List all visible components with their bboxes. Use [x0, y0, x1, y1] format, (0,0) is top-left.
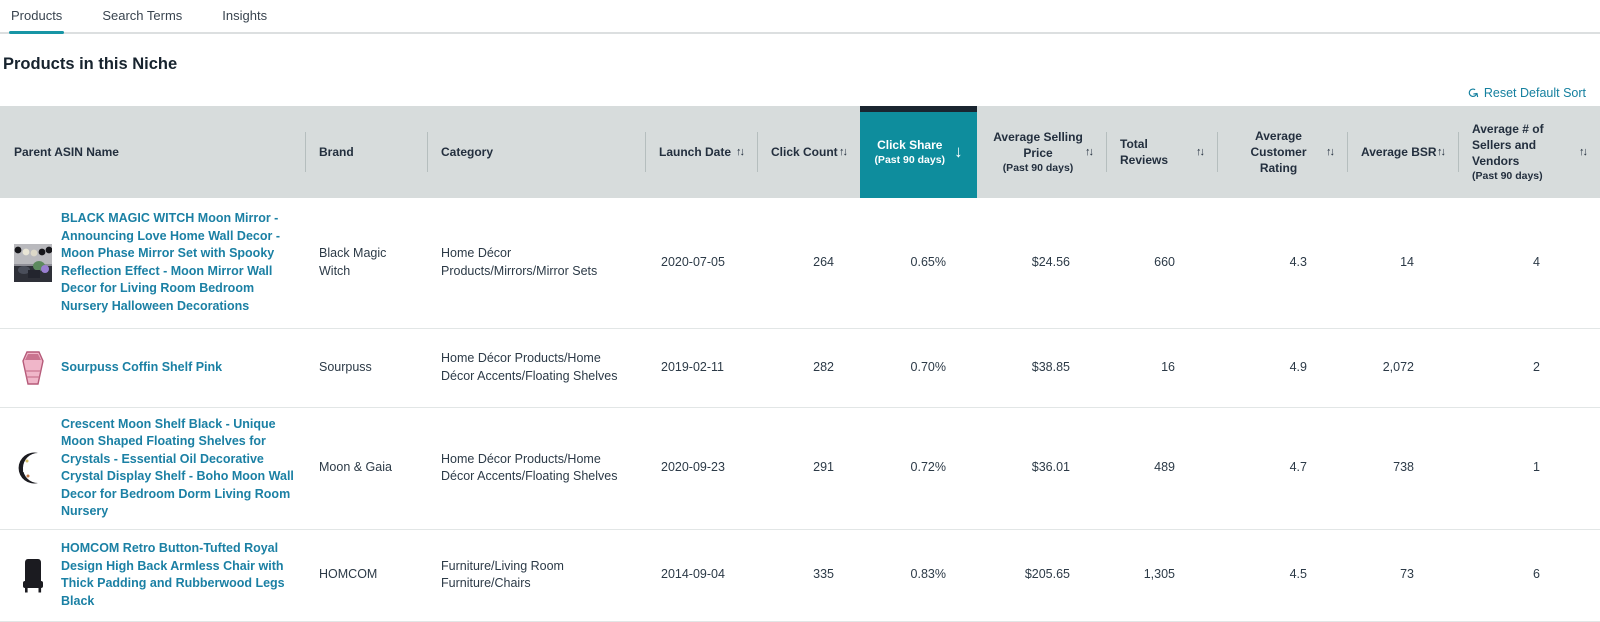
column-header-average-sellers-vendors[interactable]: Average # of Sellers and Vendors (Past 9…: [1458, 106, 1600, 198]
table-toolbar: ↻ Reset Default Sort: [0, 74, 1600, 106]
table-row: Crescent Moon Shelf Black - Unique Moon …: [0, 407, 1600, 529]
brand-cell: Black Magic Witch: [319, 246, 387, 278]
column-header-brand: Brand: [305, 106, 427, 198]
reset-default-sort-label: Reset Default Sort: [1483, 86, 1586, 100]
click-count-cell: 291: [813, 460, 834, 475]
brand-cell: Moon & Gaia: [319, 460, 392, 475]
products-table: Parent ASIN Name Brand Category Launch D…: [0, 106, 1600, 622]
black-crescent-moon-shelf-thumbnail[interactable]: [14, 449, 52, 487]
column-header-average-selling-price[interactable]: Average Selling Price (Past 90 days) ↑↓: [977, 106, 1106, 198]
click-share-cell: 0.65%: [910, 255, 946, 269]
click-count-cell: 282: [813, 359, 834, 374]
avg-customer-rating-cell: 4.9: [1289, 359, 1307, 374]
avg-customer-rating-cell: 4.3: [1289, 255, 1307, 269]
total-reviews-cell: 1,305: [1143, 567, 1175, 582]
category-cell: Home Décor Products/Mirrors/Mirror Sets: [441, 246, 598, 278]
brand-cell: HOMCOM: [319, 567, 378, 582]
column-header-total-reviews[interactable]: Total Reviews ↑↓: [1106, 106, 1217, 198]
total-reviews-cell: 489: [1154, 460, 1175, 475]
moon-phase-garland-photo-thumbnail[interactable]: [14, 243, 52, 282]
launch-date-cell: 2014-09-04: [661, 567, 725, 582]
total-reviews-cell: 16: [1161, 359, 1175, 374]
total-reviews-cell: 660: [1154, 255, 1175, 269]
click-share-cell: 0.70%: [910, 359, 946, 374]
click-count-cell: 335: [813, 567, 834, 582]
sort-icon[interactable]: ↑↓: [1579, 145, 1588, 158]
table-row: Sourpuss Coffin Shelf Pink Sourpuss Home…: [0, 328, 1600, 407]
avg-selling-price-cell: $205.65: [1024, 567, 1070, 582]
column-header-average-bsr[interactable]: Average BSR ↑↓: [1347, 106, 1458, 198]
sort-icon[interactable]: ↑↓: [1437, 145, 1446, 158]
sort-icon[interactable]: ↑↓: [1085, 145, 1094, 158]
avg-bsr-cell: 738: [1393, 460, 1414, 475]
click-share-cell: 0.72%: [910, 460, 946, 475]
tab-products[interactable]: Products: [8, 8, 65, 34]
avg-customer-rating-cell: 4.5: [1289, 567, 1307, 582]
sort-descending-icon[interactable]: ↓: [954, 141, 963, 161]
tab-insights[interactable]: Insights: [222, 8, 268, 23]
column-header-launch-date[interactable]: Launch Date ↑↓: [645, 106, 757, 198]
refresh-icon: ↻: [1464, 85, 1482, 101]
category-cell: Home Décor Products/Home Décor Accents/F…: [441, 351, 618, 383]
launch-date-cell: 2020-09-23: [661, 460, 725, 475]
active-sort-top-bar: [860, 106, 977, 112]
sort-icon[interactable]: ↑↓: [839, 145, 848, 158]
avg-sellers-vendors-cell: 4: [1533, 255, 1540, 269]
pink-coffin-shelf-thumbnail[interactable]: [14, 348, 52, 387]
avg-sellers-vendors-cell: 1: [1533, 460, 1540, 475]
avg-bsr-cell: 73: [1400, 567, 1414, 582]
avg-bsr-cell: 14: [1400, 255, 1414, 269]
table-row: BLACK MAGIC WITCH Moon Mirror - Announci…: [0, 198, 1600, 328]
column-header-category: Category: [427, 106, 645, 198]
avg-selling-price-cell: $24.56: [1031, 255, 1070, 269]
product-title-link[interactable]: HOMCOM Retro Button-Tufted Royal Design …: [61, 541, 285, 608]
product-title-link[interactable]: Crescent Moon Shelf Black - Unique Moon …: [61, 416, 294, 519]
avg-customer-rating-cell: 4.7: [1289, 460, 1307, 475]
column-header-average-customer-rating[interactable]: Average Customer Rating ↑↓: [1217, 106, 1347, 198]
brand-cell: Sourpuss: [319, 359, 372, 374]
column-header-click-count[interactable]: Click Count ↑↓: [757, 106, 860, 198]
avg-selling-price-cell: $38.85: [1031, 359, 1070, 374]
column-header-parent-asin-name: Parent ASIN Name: [0, 106, 305, 198]
avg-bsr-cell: 2,072: [1382, 359, 1414, 374]
table-header-row: Parent ASIN Name Brand Category Launch D…: [0, 106, 1600, 198]
tab-bar: Products Search Terms Insights: [0, 0, 1600, 34]
avg-selling-price-cell: $36.01: [1031, 460, 1070, 475]
page-title: Products in this Niche: [3, 55, 178, 73]
tab-search-terms[interactable]: Search Terms: [102, 8, 183, 23]
launch-date-cell: 2020-07-05: [661, 255, 725, 269]
product-title-link[interactable]: Sourpuss Coffin Shelf Pink: [61, 359, 223, 374]
sort-icon[interactable]: ↑↓: [1326, 145, 1335, 158]
column-header-click-share[interactable]: Click Share (Past 90 days) ↓: [860, 106, 977, 198]
black-high-back-chair-thumbnail[interactable]: [14, 556, 52, 594]
click-count-cell: 264: [813, 255, 834, 269]
launch-date-cell: 2019-02-11: [661, 359, 725, 374]
category-cell: Furniture/Living Room Furniture/Chairs: [441, 558, 564, 591]
category-cell: Home Décor Products/Home Décor Accents/F…: [441, 451, 618, 484]
click-share-cell: 0.83%: [910, 567, 946, 582]
sort-icon[interactable]: ↑↓: [736, 145, 745, 158]
sort-icon[interactable]: ↑↓: [1196, 145, 1205, 158]
reset-default-sort-link[interactable]: ↻ Reset Default Sort: [1464, 85, 1586, 101]
product-title-link[interactable]: BLACK MAGIC WITCH Moon Mirror - Announci…: [61, 211, 280, 313]
avg-sellers-vendors-cell: 2: [1533, 359, 1540, 374]
avg-sellers-vendors-cell: 6: [1533, 567, 1540, 582]
table-row: HOMCOM Retro Button-Tufted Royal Design …: [0, 529, 1600, 621]
